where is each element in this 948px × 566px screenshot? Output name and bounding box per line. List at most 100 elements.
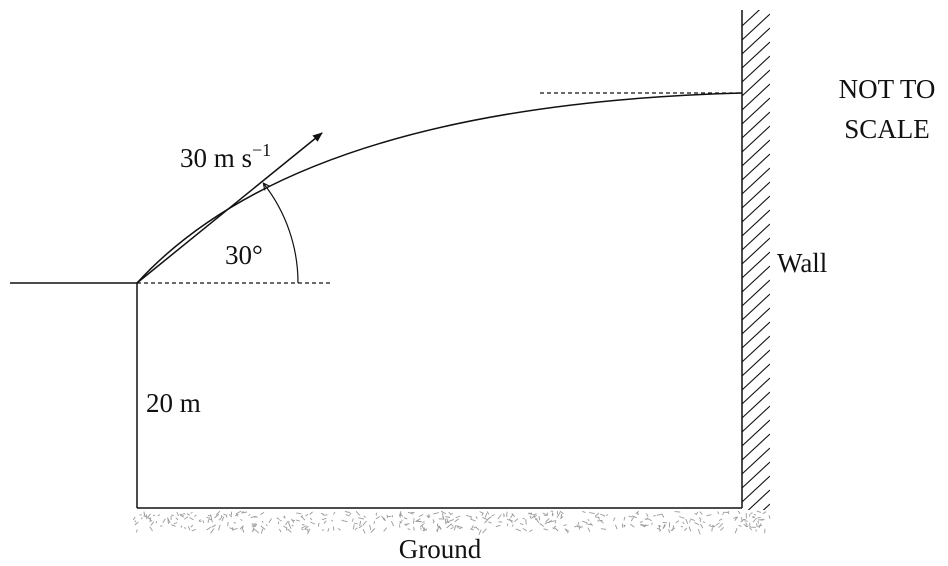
ground-texture-stroke (433, 512, 439, 515)
ground-texture-stroke (399, 520, 402, 524)
ground-texture-stroke (662, 523, 666, 529)
ground-texture-stroke (635, 510, 639, 515)
ground-texture-stroke (242, 529, 245, 533)
ground-texture-stroke (544, 522, 548, 525)
wall-hatch-line (742, 279, 770, 307)
trajectory-curve (136, 92, 743, 284)
ground-texture-stroke (209, 514, 212, 517)
ground-texture-stroke (587, 527, 591, 532)
ground-texture-stroke (694, 522, 700, 526)
ground-texture-stroke (157, 514, 161, 517)
ground-texture-stroke (708, 523, 712, 527)
ground-texture-stroke (143, 511, 146, 517)
ground-texture-stroke (345, 514, 350, 517)
ground-texture-stroke (432, 520, 435, 524)
ground-texture-stroke (600, 513, 606, 517)
ground-texture-stroke (333, 511, 336, 515)
ground-texture-stroke (535, 518, 538, 521)
ground-texture-stroke (757, 524, 763, 527)
ground-texture-stroke (762, 511, 767, 515)
ground-label: Ground (399, 534, 482, 564)
ground-texture-stroke (582, 510, 586, 514)
wall-hatch-line (742, 237, 770, 265)
ground-texture-stroke (623, 524, 626, 527)
ground-texture-stroke (405, 523, 408, 527)
ground-texture-stroke (309, 511, 313, 515)
ground-texture-stroke (440, 510, 447, 515)
ground-texture-stroke (644, 524, 647, 528)
ground-texture-stroke (444, 518, 447, 525)
ground-texture-stroke (456, 525, 459, 529)
ground-texture-stroke (250, 515, 257, 518)
ground-texture-stroke (206, 526, 212, 531)
ground-texture-stroke (699, 511, 703, 515)
ground-texture-stroke (612, 517, 616, 522)
ground-texture-stroke (495, 524, 501, 528)
ground-texture-stroke (318, 522, 320, 527)
ground-texture-stroke (135, 529, 138, 533)
wall-hatch-line (742, 293, 770, 321)
ground-texture-stroke (543, 528, 549, 531)
ground-texture-stroke (630, 523, 635, 528)
ground-texture-stroke (140, 517, 143, 520)
ground-texture-stroke (233, 521, 236, 524)
ground-texture-stroke (531, 515, 536, 519)
ground-texture-stroke (450, 526, 454, 530)
ground-texture-stroke (733, 516, 738, 519)
ground-texture-stroke (239, 525, 244, 530)
ground-texture-stroke (301, 524, 305, 526)
ground-texture-stroke (180, 525, 183, 528)
ground-texture-stroke (475, 516, 478, 520)
ground-texture-stroke (644, 518, 648, 521)
ground-texture-stroke (685, 518, 689, 524)
wall-hatch-line (742, 153, 770, 181)
ground-texture-stroke (332, 526, 335, 531)
ground-texture-stroke (454, 518, 460, 523)
ground-texture-stroke (210, 528, 215, 534)
ground-texture-stroke (525, 519, 527, 525)
ground-texture-stroke (415, 518, 421, 523)
ground-texture-stroke (485, 517, 491, 523)
ground-texture-stroke (147, 517, 152, 520)
ground-texture-stroke (349, 512, 352, 516)
ground-texture-stroke (478, 529, 482, 535)
ground-texture-stroke (479, 511, 484, 514)
ground-texture-stroke (749, 527, 753, 531)
wall-hatch-line (742, 41, 770, 69)
ground-texture-stroke (753, 513, 756, 516)
ground-texture-stroke (241, 511, 245, 513)
ground-texture-stroke (210, 516, 213, 523)
ground-texture-stroke (285, 521, 289, 526)
ground-texture-stroke (261, 520, 264, 524)
ground-texture-stroke (551, 513, 554, 517)
ground-texture-stroke (398, 524, 401, 528)
ground-texture-stroke (445, 521, 450, 523)
ground-texture-stroke (343, 520, 348, 523)
wall-hatch-line (742, 83, 770, 111)
ground-texture-stroke (438, 525, 442, 530)
ground-texture-stroke (331, 519, 334, 522)
ground-texture-stroke (675, 520, 680, 524)
ground-texture-stroke (235, 513, 239, 517)
ground-texture-stroke (253, 523, 257, 527)
ground-texture-stroke (453, 525, 457, 531)
ground-texture-stroke (381, 515, 385, 521)
ground-texture-stroke (442, 512, 444, 519)
ground-texture-stroke (407, 528, 411, 531)
ground-texture-stroke (506, 511, 508, 517)
ground-texture-stroke (449, 513, 454, 515)
ground-texture-stroke (737, 510, 741, 515)
ground-texture-stroke (522, 528, 527, 532)
ground-texture-stroke (727, 510, 730, 515)
ground-texture-stroke (206, 516, 211, 519)
ground-texture-stroke (235, 510, 242, 515)
ground-texture-stroke (738, 524, 742, 527)
wall-hatch-line (742, 461, 770, 489)
ground-texture-stroke (295, 519, 300, 522)
ground-texture-stroke (179, 514, 185, 518)
ground-texture-stroke (390, 521, 395, 527)
ground-texture-stroke (419, 522, 425, 528)
ground-texture-stroke (436, 526, 439, 533)
ground-texture-stroke (702, 521, 706, 523)
ground-texture-stroke (642, 524, 649, 527)
